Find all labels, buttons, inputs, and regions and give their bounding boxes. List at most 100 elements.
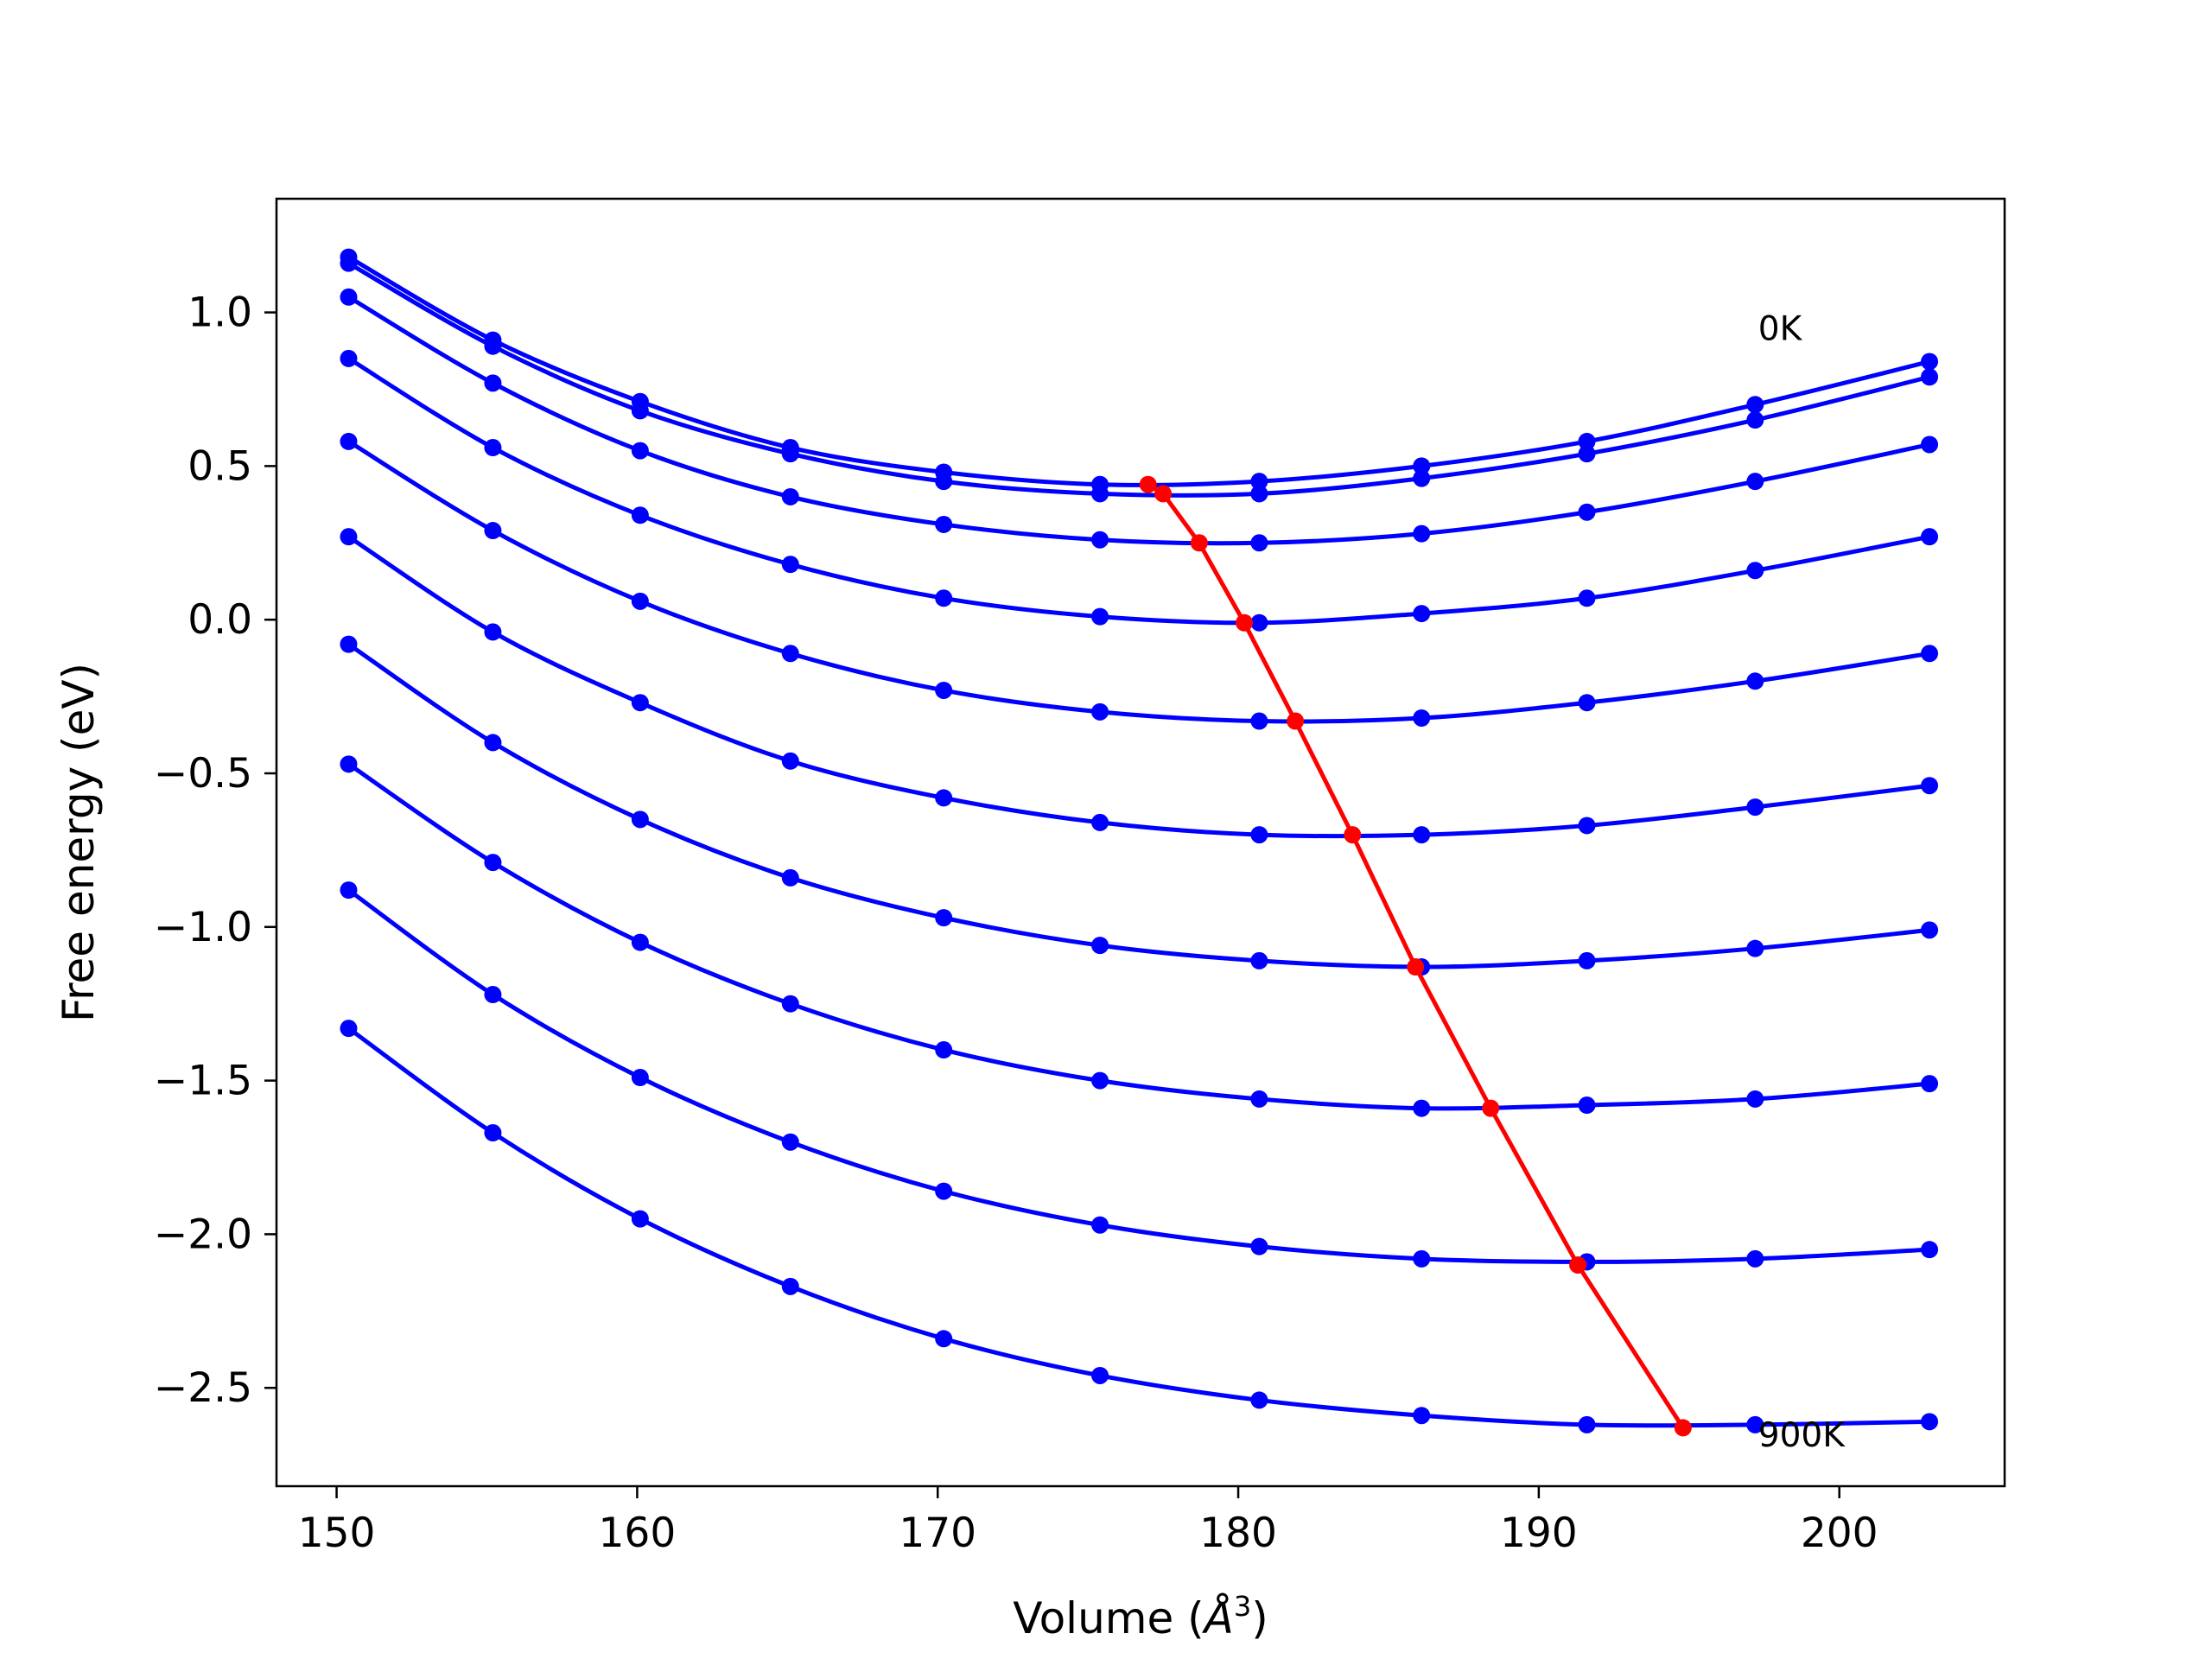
y-axis: 1.0 0.5 0.0 −0.5 −1.0 −1.5 −2.0 −2.5 [154,289,276,1412]
x-tick-label-150: 150 [298,1510,376,1557]
series-0-point-6 [1250,473,1268,491]
series-9-point-1 [484,1124,502,1142]
series-7-point-2 [631,933,649,951]
series-8-point-9 [1746,1249,1764,1268]
y-tick-label-5: −1.5 [154,1058,252,1105]
minima-point-8 [1569,1255,1587,1274]
series-3-point-10 [1921,528,1939,546]
annotation-0k: 0K [1758,310,1803,349]
series-6-point-1 [484,734,502,752]
minima-line [1147,482,1685,1429]
series-6-point-5 [1091,937,1109,955]
series-7-point-3 [781,995,799,1013]
series-4-point-2 [631,592,649,610]
x-tick-label-160: 160 [599,1510,677,1557]
series-2-point-10 [1921,435,1939,454]
series-0-point-10 [1921,353,1939,371]
series-2-point-2 [631,442,649,460]
series-6-point-10 [1921,921,1939,939]
minima-point-2 [1190,534,1208,552]
series-6-point-9 [1746,939,1764,957]
y-tick-label-6: −2.0 [154,1211,252,1258]
series-0-point-9 [1746,396,1764,414]
series-3-point-4 [935,589,953,607]
series-2-point-1 [484,374,502,392]
series-3-point-9 [1746,562,1764,580]
series-3-point-2 [631,506,649,524]
series-6-point-3 [781,868,799,887]
minima-point-9 [1674,1419,1692,1437]
series-9-point-8 [1578,1415,1596,1433]
y-tick-label-7: −2.5 [154,1364,252,1412]
series-3-point-0 [340,349,358,367]
x-tick-label-190: 190 [1500,1510,1578,1557]
series-5-point-9 [1746,798,1764,817]
y-tick-label-1: 0.5 [188,442,252,490]
series-5-point-10 [1921,777,1939,795]
series-5-point-0 [340,528,358,546]
series-1-point-10 [1921,368,1939,386]
series-8-point-0 [340,881,358,899]
series-0-point-8 [1578,432,1596,450]
x-tick-label-200: 200 [1801,1510,1878,1557]
series-1-point-5 [1091,485,1109,503]
series-6-point-6 [1250,951,1268,969]
minima-point-4 [1287,712,1305,730]
series-2-point-5 [1091,531,1109,549]
series-2-point-0 [340,288,358,306]
x-axis-label: Volume (Å3) [1013,1590,1268,1643]
series-9-point-7 [1413,1407,1431,1425]
series-4-point-8 [1578,694,1596,712]
series-1-point-3 [781,445,799,463]
series-4-point-1 [484,522,502,540]
series-5-point-4 [935,789,953,807]
series-1-point-9 [1746,411,1764,429]
series-5-point-3 [781,752,799,770]
plot-frame [275,197,2006,1488]
series-3-point-3 [781,556,799,574]
minima-point-7 [1482,1099,1500,1117]
series-4-point-4 [935,681,953,699]
series-5-point-8 [1578,817,1596,835]
series-5-point-2 [631,694,649,712]
series-6-point-2 [631,810,649,829]
series-layer [340,248,1939,1433]
series-7-point-10 [1921,1075,1939,1093]
series-3-point-1 [484,439,502,457]
series-5-point-5 [1091,813,1109,831]
series-1-point-8 [1578,445,1596,463]
series-2-point-9 [1746,473,1764,491]
series-1-point-7 [1413,469,1431,487]
series-8-point-3 [781,1133,799,1151]
minima-point-3 [1236,613,1253,632]
minima-layer [1139,475,1692,1437]
series-8-point-5 [1091,1216,1109,1234]
series-6-point-0 [340,635,358,653]
minima-point-5 [1344,826,1362,844]
series-8-point-6 [1250,1237,1268,1255]
series-8-point-4 [935,1182,953,1200]
y-tick-label-0: 1.0 [188,289,252,337]
y-tick-label-3: −0.5 [154,750,252,798]
series-4-point-3 [781,645,799,663]
series-7-point-7 [1413,1099,1431,1117]
series-4-point-0 [340,432,358,450]
x-axis: 150 160 170 180 190 200 [298,1486,1878,1557]
series-3-point-6 [1250,613,1268,632]
series-6-point-8 [1578,951,1596,969]
series-4-point-5 [1091,702,1109,721]
series-7-point-4 [935,1041,953,1059]
minima-point-6 [1407,958,1425,976]
series-1-point-4 [935,473,953,491]
series-5-point-1 [484,623,502,641]
series-9-point-6 [1250,1391,1268,1409]
annotation-900k: 900K [1758,1416,1846,1455]
series-9-point-9 [1746,1415,1764,1433]
series-8-point-2 [631,1069,649,1087]
series-3-point-8 [1578,589,1596,607]
series-8-point-10 [1921,1241,1939,1259]
y-tick-label-4: −1.0 [154,904,252,951]
series-9-point-2 [631,1210,649,1228]
minima-point-0 [1139,475,1157,493]
